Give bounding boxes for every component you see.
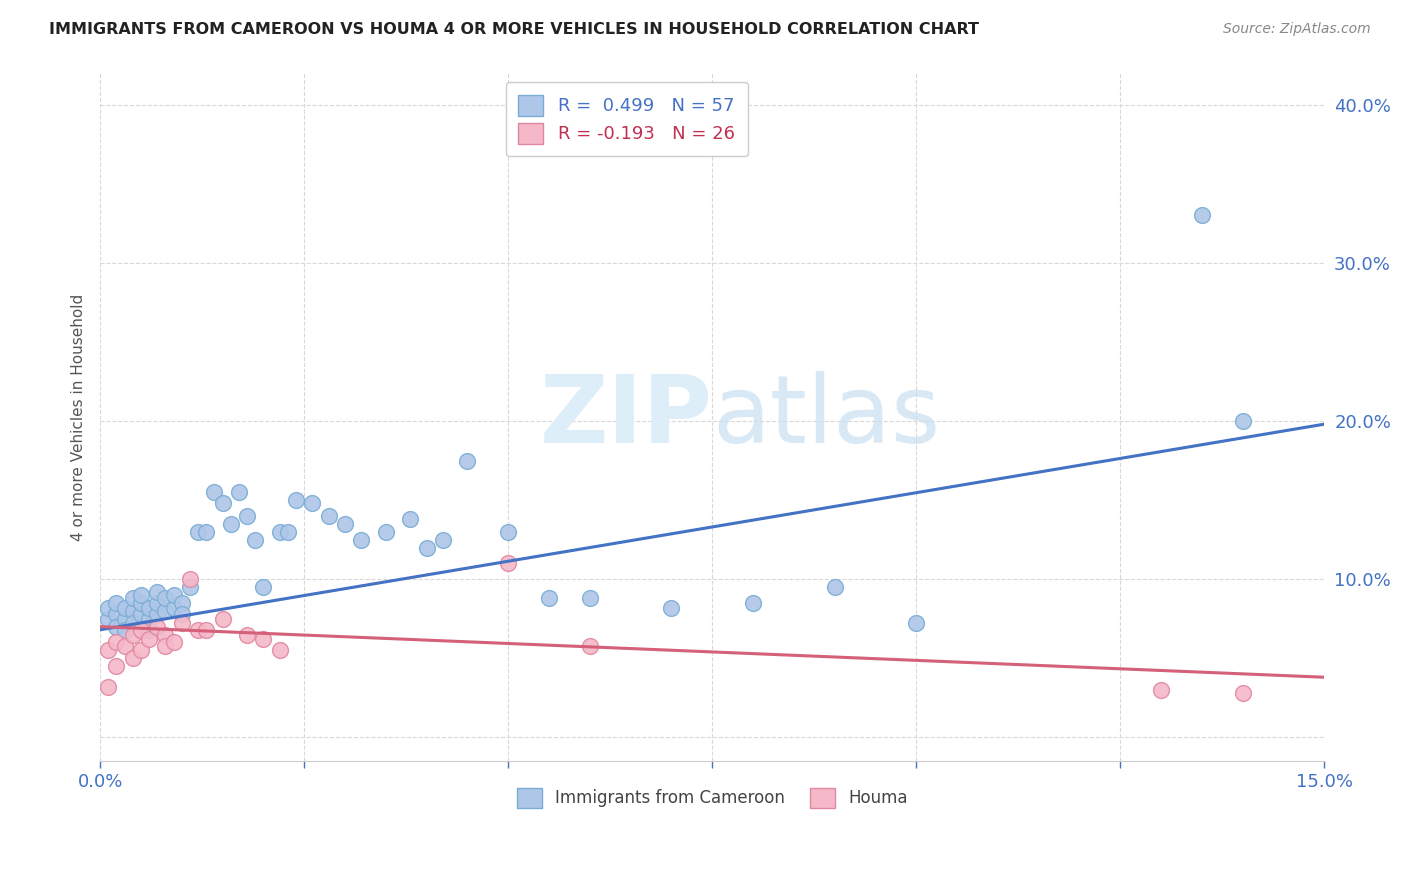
Point <box>1232 686 1254 700</box>
Point <box>155 604 177 618</box>
Point <box>456 453 478 467</box>
Point <box>138 623 160 637</box>
Point <box>146 607 169 621</box>
Point <box>129 643 152 657</box>
Point <box>579 639 602 653</box>
Point <box>661 600 683 615</box>
Point <box>162 600 184 615</box>
Point <box>236 627 259 641</box>
Point <box>179 580 201 594</box>
Point <box>97 600 120 615</box>
Point <box>97 612 120 626</box>
Point <box>496 557 519 571</box>
Point <box>374 524 396 539</box>
Point <box>129 596 152 610</box>
Point <box>105 607 128 621</box>
Point <box>121 616 143 631</box>
Point <box>496 524 519 539</box>
Point <box>105 659 128 673</box>
Point <box>138 600 160 615</box>
Point <box>333 516 356 531</box>
Text: IMMIGRANTS FROM CAMEROON VS HOUMA 4 OR MORE VEHICLES IN HOUSEHOLD CORRELATION CH: IMMIGRANTS FROM CAMEROON VS HOUMA 4 OR M… <box>49 22 979 37</box>
Point <box>138 632 160 647</box>
Point <box>114 612 136 626</box>
Point <box>121 651 143 665</box>
Point <box>138 612 160 626</box>
Point <box>146 584 169 599</box>
Point <box>155 639 177 653</box>
Point <box>114 639 136 653</box>
Point <box>252 632 274 647</box>
Point <box>252 580 274 594</box>
Point <box>415 541 437 555</box>
Point <box>742 596 765 610</box>
Point <box>269 643 291 657</box>
Point <box>105 635 128 649</box>
Point <box>155 627 177 641</box>
Point <box>170 607 193 621</box>
Point <box>170 596 193 610</box>
Point <box>179 572 201 586</box>
Point <box>97 680 120 694</box>
Point <box>228 485 250 500</box>
Point <box>146 619 169 633</box>
Text: ZIP: ZIP <box>540 371 713 463</box>
Point <box>114 600 136 615</box>
Point <box>1191 208 1213 222</box>
Point <box>318 508 340 523</box>
Point <box>170 616 193 631</box>
Point <box>162 635 184 649</box>
Point <box>129 588 152 602</box>
Point <box>129 623 152 637</box>
Point <box>219 516 242 531</box>
Point <box>399 512 422 526</box>
Point <box>162 588 184 602</box>
Point <box>824 580 846 594</box>
Point <box>146 596 169 610</box>
Text: atlas: atlas <box>713 371 941 463</box>
Point <box>114 623 136 637</box>
Text: Source: ZipAtlas.com: Source: ZipAtlas.com <box>1223 22 1371 37</box>
Point <box>195 524 218 539</box>
Point <box>105 619 128 633</box>
Legend: Immigrants from Cameroon, Houma: Immigrants from Cameroon, Houma <box>510 781 914 814</box>
Point <box>187 623 209 637</box>
Point <box>187 524 209 539</box>
Point <box>202 485 225 500</box>
Point <box>105 596 128 610</box>
Point <box>277 524 299 539</box>
Point <box>1232 414 1254 428</box>
Point <box>155 591 177 606</box>
Point <box>211 496 233 510</box>
Point <box>121 591 143 606</box>
Point <box>1150 682 1173 697</box>
Point <box>301 496 323 510</box>
Point <box>269 524 291 539</box>
Point <box>195 623 218 637</box>
Point <box>579 591 602 606</box>
Point <box>121 604 143 618</box>
Point <box>97 643 120 657</box>
Y-axis label: 4 or more Vehicles in Household: 4 or more Vehicles in Household <box>72 293 86 541</box>
Point <box>236 508 259 523</box>
Point <box>537 591 560 606</box>
Point <box>285 493 308 508</box>
Point <box>905 616 928 631</box>
Point <box>350 533 373 547</box>
Point <box>129 607 152 621</box>
Point <box>245 533 267 547</box>
Point <box>121 627 143 641</box>
Point <box>211 612 233 626</box>
Point <box>432 533 454 547</box>
